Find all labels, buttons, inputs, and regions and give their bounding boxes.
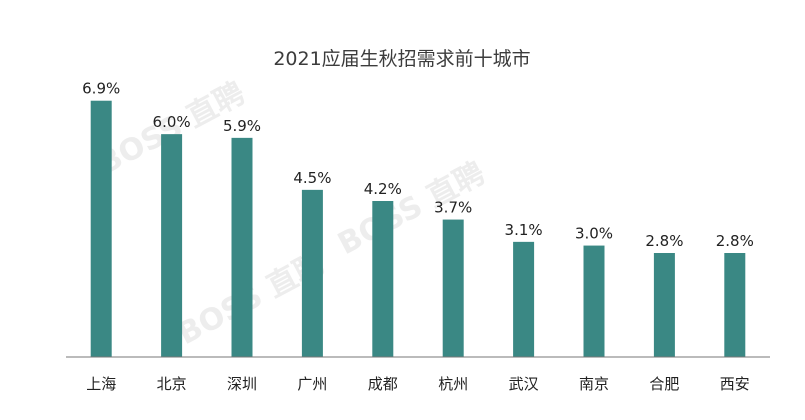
data-label-6: 3.1% [505, 221, 543, 239]
data-label-9: 2.8% [716, 232, 754, 250]
bar-6 [513, 241, 535, 357]
x-tick-label-6: 武汉 [509, 375, 539, 393]
data-label-8: 2.8% [645, 232, 683, 250]
bar-8 [653, 253, 675, 357]
data-label-4: 4.2% [364, 180, 402, 198]
bar-5 [442, 219, 464, 357]
bar-3 [301, 189, 323, 357]
x-tick-label-3: 广州 [297, 375, 327, 393]
bar-0 [90, 100, 112, 357]
x-tick-label-7: 南京 [579, 375, 609, 393]
data-label-3: 4.5% [293, 169, 331, 187]
data-label-0: 6.9% [82, 80, 120, 98]
bar-4 [372, 201, 394, 357]
x-tick-label-2: 深圳 [227, 375, 257, 393]
x-tick-label-1: 北京 [157, 375, 187, 393]
bar-2 [231, 137, 253, 357]
x-tick-label-0: 上海 [86, 375, 116, 393]
bars-group: 6.9% 上海 6.0% 北京 5.9% 深圳 4.5% 广州 4.2% 成都 3.7% 杭州 3.1%… [82, 80, 754, 393]
bar-9 [724, 253, 746, 357]
x-tick-label-4: 成都 [368, 375, 398, 393]
x-tick-label-8: 合肥 [649, 375, 679, 393]
data-label-1: 6.0% [153, 113, 191, 131]
x-tick-label-9: 西安 [720, 375, 750, 393]
data-label-2: 5.9% [223, 117, 261, 135]
data-label-7: 3.0% [575, 225, 613, 243]
data-label-5: 3.7% [434, 199, 472, 217]
x-tick-label-5: 杭州 [438, 375, 468, 393]
chart-title: 2021应届生秋招需求前十城市 [273, 48, 530, 70]
bar-7 [583, 245, 605, 357]
bar-1 [161, 134, 183, 357]
